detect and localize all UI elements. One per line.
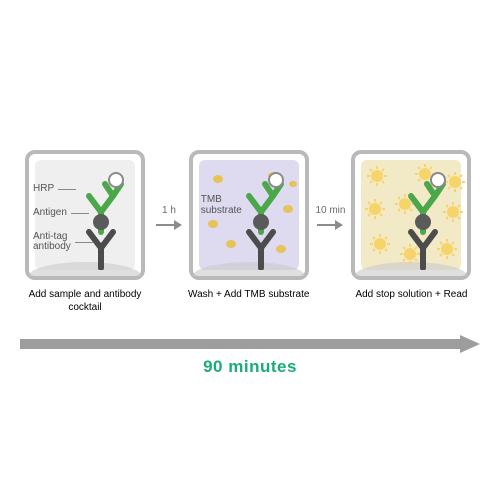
timeline: 90 minutes (20, 335, 480, 377)
protocol-stage: HRP Antigen Anti-tag antibody (20, 150, 471, 314)
timeline-label: 90 minutes (203, 357, 297, 377)
panel-1: HRP Antigen Anti-tag antibody (25, 150, 145, 280)
complex-1 (71, 170, 131, 270)
antitag-label: Anti-tag antibody (33, 232, 71, 252)
step-2: TMB substrate Wash (188, 150, 309, 301)
arrow2-time: 10 min (315, 205, 345, 216)
arrow1-time: 1 h (162, 205, 176, 216)
arrow-1: 1 h (156, 205, 182, 232)
panel-2: TMB substrate (189, 150, 309, 280)
caption-3: Add stop solution + Read (355, 288, 467, 301)
panel-3 (351, 150, 471, 280)
antigen-label: Antigen (33, 208, 67, 218)
complex-3 (393, 170, 453, 270)
complex-2 (231, 170, 291, 270)
timeline-arrow-icon (20, 335, 480, 353)
caption-1: Add sample and antibody cocktail (20, 288, 150, 314)
step-1: HRP Antigen Anti-tag antibody (20, 150, 150, 314)
hrp-label: HRP (33, 184, 54, 194)
caption-2: Wash + Add TMB substrate (188, 288, 309, 301)
step-3: Add stop solution + Read (351, 150, 471, 301)
arrow-2: 10 min (315, 205, 345, 232)
